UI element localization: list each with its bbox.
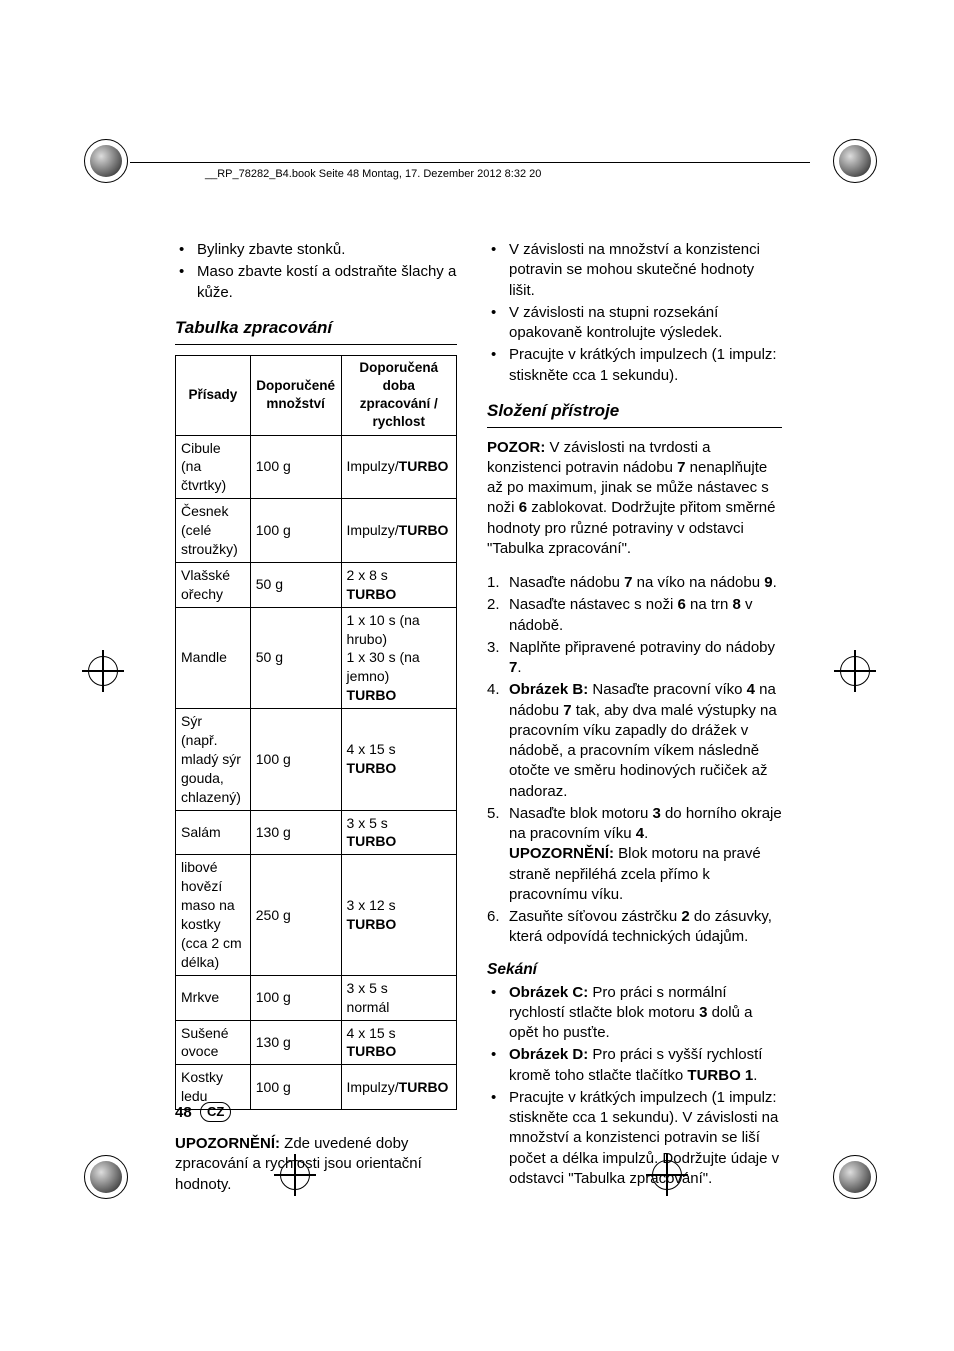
cell-amount: 50 g <box>250 607 341 708</box>
cell-time: 4 x 15 sTURBO <box>341 709 456 810</box>
cell-time: Impulzy/TURBO <box>341 435 456 499</box>
bullet: Maso zbavte kostí a odstraňte šlachy a k… <box>175 262 457 303</box>
table-row: libové hovězí maso na kostky (cca 2 cm d… <box>176 855 457 975</box>
crop-ball-tr <box>833 139 877 183</box>
cell-time: Impulzy/TURBO <box>341 499 456 563</box>
cell-amount: 100 g <box>250 975 341 1020</box>
pozor-paragraph: POZOR: V závislosti na tvrdosti a konzis… <box>487 438 782 560</box>
cell-amount: 130 g <box>250 810 341 855</box>
cell-time: 3 x 12 sTURBO <box>341 855 456 975</box>
cell-ingredient: libové hovězí maso na kostky (cca 2 cm d… <box>176 855 251 975</box>
cell-ingredient: Cibule (na čtvrtky) <box>176 435 251 499</box>
cell-amount: 100 g <box>250 1065 341 1110</box>
sekani-bullets: Obrázek C: Pro práci s normální rychlost… <box>487 983 782 1190</box>
header-rule <box>130 162 810 163</box>
crop-ball-br <box>833 1155 877 1199</box>
step-item: Obrázek B: Nasaďte pracovní víko 4 na ná… <box>487 680 782 802</box>
assembly-steps: Nasaďte nádobu 7 na víko na nádobu 9.Nas… <box>487 573 782 948</box>
cell-ingredient: Česnek (celé stroužky) <box>176 499 251 563</box>
bullet: Obrázek C: Pro práci s normální rychlost… <box>487 983 782 1044</box>
reg-mark-right <box>840 656 870 686</box>
crop-ball-tl <box>84 139 128 183</box>
cell-time: 3 x 5 sTURBO <box>341 810 456 855</box>
text: zablokovat. Dodržujte přitom směrné hodn… <box>487 499 775 557</box>
step-item: Nasaďte nástavec s noži 6 na trn 8 v nád… <box>487 595 782 636</box>
ref-num: 6 <box>519 499 527 516</box>
cell-amount: 50 g <box>250 562 341 607</box>
step-item: Nasaďte blok motoru 3 do horního okraje … <box>487 804 782 905</box>
th-amount: Doporučené množství <box>250 355 341 435</box>
table-row: Sušené ovoce130 g4 x 15 sTURBO <box>176 1020 457 1065</box>
cell-ingredient: Sýr (např. mladý sýr gouda, chlazený) <box>176 709 251 810</box>
cell-ingredient: Vlašské ořechy <box>176 562 251 607</box>
bullet: V závislosti na množství a konzistenci p… <box>487 240 782 301</box>
section-rule <box>175 344 457 345</box>
section-rule <box>487 427 782 428</box>
page-content: Bylinky zbavte stonků. Maso zbavte kostí… <box>175 240 785 1195</box>
step-item: Zasuňte síťovou zástrčku 2 do zásuvky, k… <box>487 907 782 948</box>
table-row: Mandle50 g1 x 10 s (na hrubo) 1 x 30 s (… <box>176 607 457 708</box>
th-time: Doporučená doba zpracování / rychlost <box>341 355 456 435</box>
cell-time: 4 x 15 sTURBO <box>341 1020 456 1065</box>
step-item: Naplňte připravené potraviny do nádoby 7… <box>487 638 782 679</box>
table-row: Cibule (na čtvrtky)100 gImpulzy/TURBO <box>176 435 457 499</box>
page-footer: 48 CZ <box>175 1102 231 1123</box>
cell-ingredient: Mrkve <box>176 975 251 1020</box>
right-column: V závislosti na množství a konzistenci p… <box>487 240 782 1195</box>
bullet: Pracujte v krátkých impulzech (1 impulz:… <box>487 345 782 386</box>
crop-ball-bl <box>84 1155 128 1199</box>
cell-time: Impulzy/TURBO <box>341 1065 456 1110</box>
cell-ingredient: Sušené ovoce <box>176 1020 251 1065</box>
cell-time: 1 x 10 s (na hrubo) 1 x 30 s (na jemno)T… <box>341 607 456 708</box>
right-top-bullets: V závislosti na množství a konzistenci p… <box>487 240 782 386</box>
th-ingredients: Přísady <box>176 355 251 435</box>
table-row: Salám130 g3 x 5 sTURBO <box>176 810 457 855</box>
bullet: Pracujte v krátkých impulzech (1 impulz:… <box>487 1088 782 1189</box>
table-row: Česnek (celé stroužky)100 gImpulzy/TURBO <box>176 499 457 563</box>
pozor-label: POZOR: <box>487 439 545 456</box>
table-row: Mrkve100 g3 x 5 s normál <box>176 975 457 1020</box>
left-top-bullets: Bylinky zbavte stonků. Maso zbavte kostí… <box>175 240 457 303</box>
page-number: 48 <box>175 1104 192 1121</box>
subheading-sekani: Sekání <box>487 960 782 981</box>
language-badge: CZ <box>200 1102 231 1122</box>
bullet: Obrázek D: Pro práci s vyšší rychlostí k… <box>487 1045 782 1086</box>
section-title-tabulka: Tabulka zpracování <box>175 317 457 340</box>
left-note: UPOZORNĚNÍ: Zde uvedené doby zpracování … <box>175 1134 457 1195</box>
cell-ingredient: Salám <box>176 810 251 855</box>
processing-table: Přísady Doporučené množství Doporučená d… <box>175 355 457 1110</box>
cell-time: 3 x 5 s normál <box>341 975 456 1020</box>
bullet: V závislosti na stupni rozsekání opakova… <box>487 303 782 344</box>
cell-amount: 100 g <box>250 435 341 499</box>
table-row: Sýr (např. mladý sýr gouda, chlazený)100… <box>176 709 457 810</box>
cell-time: 2 x 8 sTURBO <box>341 562 456 607</box>
reg-mark-left <box>88 656 118 686</box>
bullet: Bylinky zbavte stonků. <box>175 240 457 260</box>
cell-amount: 100 g <box>250 709 341 810</box>
cell-amount: 100 g <box>250 499 341 563</box>
cell-ingredient: Mandle <box>176 607 251 708</box>
note-label: UPOZORNĚNÍ: <box>175 1135 280 1152</box>
cell-amount: 130 g <box>250 1020 341 1065</box>
section-title-slozeni: Složení přístroje <box>487 400 782 423</box>
cell-amount: 250 g <box>250 855 341 975</box>
left-column: Bylinky zbavte stonků. Maso zbavte kostí… <box>175 240 457 1195</box>
step-item: Nasaďte nádobu 7 na víko na nádobu 9. <box>487 573 782 593</box>
running-header: __RP_78282_B4.book Seite 48 Montag, 17. … <box>205 167 541 182</box>
table-row: Vlašské ořechy50 g2 x 8 sTURBO <box>176 562 457 607</box>
